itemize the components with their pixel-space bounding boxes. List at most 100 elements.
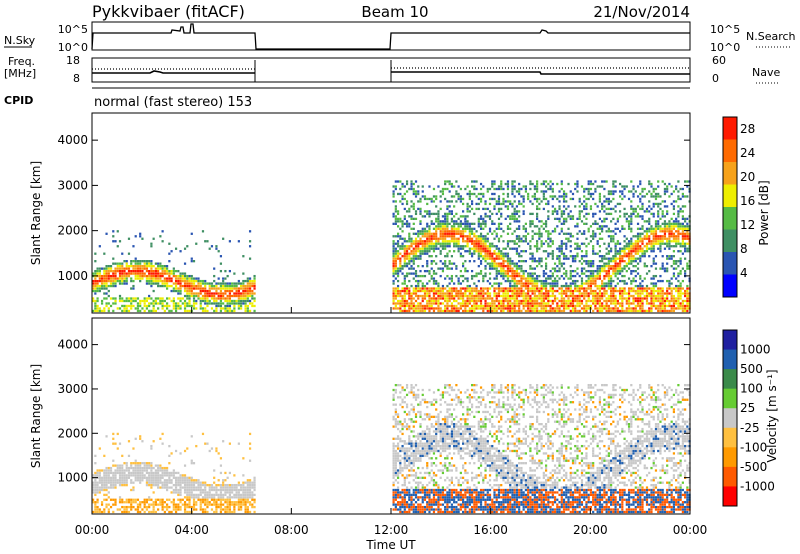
- velocity-cell: [150, 483, 153, 487]
- power-cell: [470, 247, 474, 250]
- velocity-cell: [161, 469, 164, 472]
- power-cell: [544, 262, 548, 265]
- power-cell: [515, 274, 519, 278]
- power-cell: [681, 242, 684, 245]
- power-cell: [473, 247, 476, 250]
- power-cell: [677, 230, 680, 233]
- power-cell: [661, 235, 664, 238]
- power-cell: [222, 237, 225, 240]
- power-cell: [233, 299, 236, 303]
- power-cell: [650, 227, 653, 230]
- power-cell: [136, 267, 140, 270]
- velocity-cell: [105, 503, 108, 506]
- power-cell: [459, 197, 462, 201]
- power-cell: [533, 279, 536, 283]
- power-cell: [518, 192, 521, 196]
- power-cell: [121, 282, 124, 285]
- power-cell: [643, 294, 646, 298]
- velocity-cell: [98, 481, 101, 484]
- power-cell: [401, 309, 404, 313]
- power-cell: [482, 245, 485, 248]
- power-cell: [661, 242, 664, 245]
- power-cell: [670, 185, 673, 188]
- power-cell: [394, 242, 397, 245]
- power-cell: [679, 227, 682, 230]
- power-cell: [107, 307, 110, 310]
- power-cell: [520, 269, 523, 273]
- power-cell: [679, 292, 682, 295]
- power-cell: [549, 304, 552, 308]
- power-cell: [663, 304, 667, 308]
- power-cell: [518, 302, 521, 305]
- power-cell: [468, 227, 471, 230]
- power-cell: [177, 287, 180, 290]
- power-cell: [571, 255, 575, 258]
- power-cell: [630, 207, 633, 211]
- power-cell: [542, 274, 545, 278]
- power-cell: [446, 304, 449, 308]
- power-cell: [240, 297, 243, 300]
- power-cell: [684, 245, 687, 248]
- power-cell: [614, 180, 617, 183]
- power-cell: [145, 262, 149, 265]
- power-cell: [408, 222, 411, 225]
- power-cell: [684, 257, 687, 260]
- power-cell: [412, 304, 415, 308]
- power-cell: [598, 227, 602, 230]
- power-cell: [493, 205, 496, 208]
- power-cell: [524, 299, 528, 303]
- power-cell: [536, 190, 539, 193]
- power-cell: [527, 292, 530, 295]
- power-cell: [459, 292, 462, 295]
- velocity-cell: [134, 464, 137, 467]
- power-cell: [432, 232, 436, 235]
- power-colorbar-tick: 8: [740, 242, 748, 256]
- power-cell: [244, 297, 247, 300]
- power-cell: [509, 309, 512, 313]
- power-cell: [152, 279, 155, 283]
- power-cell: [612, 267, 615, 270]
- power-cell: [428, 269, 431, 273]
- power-cell: [562, 217, 566, 221]
- power-cell: [627, 245, 631, 248]
- power-cell: [170, 269, 173, 273]
- power-cell: [598, 294, 602, 298]
- power-cell: [215, 304, 218, 308]
- power-cell: [491, 307, 494, 310]
- power-cell: [623, 309, 626, 313]
- power-cell: [556, 255, 559, 258]
- power-cell: [576, 247, 579, 250]
- power-cell: [109, 282, 113, 285]
- power-cell: [125, 272, 128, 275]
- power-cell: [558, 269, 561, 273]
- power-cell: [630, 222, 633, 225]
- power-cell: [598, 302, 602, 305]
- power-cell: [522, 274, 525, 278]
- power-cell: [549, 277, 552, 280]
- power-cell: [224, 309, 227, 313]
- power-cell: [410, 185, 413, 188]
- power-cell: [482, 257, 485, 260]
- power-cell: [585, 222, 588, 225]
- power-cell: [614, 269, 617, 273]
- power-cell: [224, 269, 227, 273]
- power-cell: [206, 299, 209, 303]
- power-cell: [506, 279, 510, 283]
- power-cell: [538, 232, 541, 235]
- power-colorbar-frame: [722, 116, 738, 298]
- power-cell: [417, 255, 420, 258]
- velocity-cell: [105, 493, 108, 497]
- power-cell: [412, 257, 415, 260]
- power-cell: [130, 304, 133, 308]
- power-cell: [551, 307, 554, 310]
- power-cell: [684, 307, 687, 310]
- power-cell: [412, 187, 415, 191]
- power-cell: [448, 245, 451, 248]
- power-cell: [522, 304, 525, 308]
- power-cell: [473, 212, 476, 216]
- power-cell: [190, 294, 193, 298]
- power-cell: [179, 282, 182, 285]
- power-cell: [598, 237, 602, 240]
- power-cell: [585, 255, 588, 258]
- power-cell: [558, 217, 561, 221]
